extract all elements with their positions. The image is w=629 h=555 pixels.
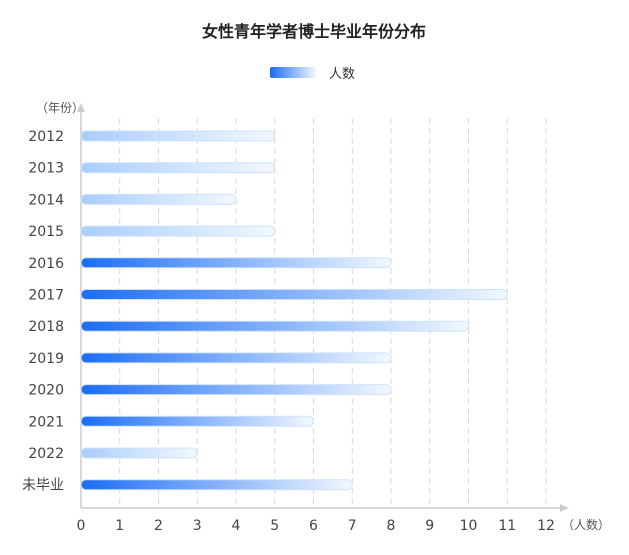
- bar: [80, 415, 314, 427]
- x-tick-label: 0: [77, 518, 86, 534]
- x-axis-label: （人数）: [562, 517, 610, 532]
- y-tick-label: 2015: [28, 224, 64, 240]
- x-tick-label: 9: [425, 518, 434, 534]
- legend: 人数: [270, 67, 355, 82]
- y-tick-label: 2012: [28, 129, 64, 145]
- x-tick-label: 8: [387, 518, 396, 534]
- bar: [80, 384, 392, 396]
- x-tick-label: 6: [309, 518, 318, 534]
- x-tick-label: 10: [460, 518, 478, 534]
- x-tick-label: 12: [537, 518, 555, 534]
- y-tick-label: 未毕业: [22, 478, 64, 494]
- x-tick-label: 4: [232, 518, 241, 534]
- y-tick-label: 2013: [28, 161, 64, 177]
- y-tick-label: 2016: [28, 256, 64, 272]
- y-tick-label: 2021: [28, 414, 64, 430]
- bar: [80, 479, 353, 491]
- x-tick-label: 1: [115, 518, 124, 534]
- legend-label: 人数: [329, 67, 355, 82]
- x-axis-arrow: [560, 504, 569, 512]
- x-tick-label: 11: [498, 518, 516, 534]
- axes: [77, 103, 569, 512]
- bar: [80, 162, 276, 174]
- bars: [80, 130, 508, 491]
- y-tick-label: 2019: [28, 351, 64, 367]
- y-tick-label: 2022: [28, 446, 64, 462]
- x-tick-label: 3: [193, 518, 202, 534]
- bar: [80, 257, 392, 269]
- bar: [80, 225, 276, 237]
- y-axis-arrow: [77, 103, 85, 112]
- x-tick-label: 7: [348, 518, 357, 534]
- legend-swatch: [270, 67, 316, 78]
- y-tick-label: 2020: [28, 383, 64, 399]
- x-tick-label: 5: [270, 518, 279, 534]
- x-tick-labels: 0 1 2 3 4 5 6 7 8 9 10 11 12: [77, 518, 555, 534]
- bar: [80, 289, 508, 300]
- y-axis-label: （年份）: [36, 101, 84, 115]
- bar: [80, 130, 276, 142]
- y-tick-label: 2014: [28, 192, 64, 208]
- bar: [80, 447, 198, 459]
- bar: [80, 352, 392, 364]
- y-tick-label: 2017: [28, 288, 64, 304]
- x-tick-label: 2: [154, 518, 163, 534]
- grid: [119, 118, 547, 508]
- y-tick-label: 2018: [28, 319, 64, 335]
- bar: [80, 193, 237, 205]
- chart-title: 女性青年学者博士毕业年份分布: [202, 22, 426, 41]
- y-tick-labels: 2012 2013 2014 2015 2016 2017 2018 2019 2020 2021…: [22, 129, 64, 494]
- bar: [80, 320, 469, 332]
